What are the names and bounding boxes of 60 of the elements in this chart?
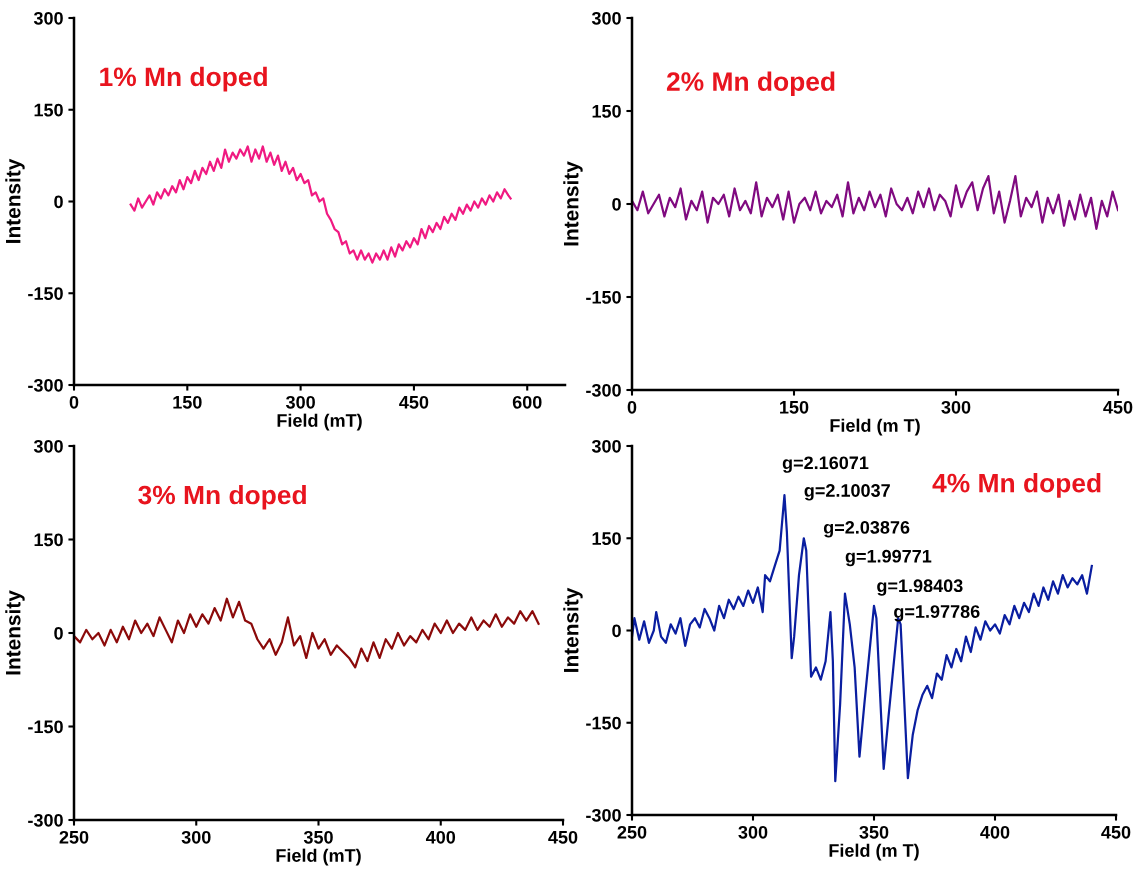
x-tick-label: 250 bbox=[59, 830, 89, 844]
y-tick-label: 300 bbox=[33, 439, 63, 453]
line-series bbox=[74, 597, 540, 669]
y-axis-title: Intensity bbox=[563, 587, 583, 672]
y-tick-label: 0 bbox=[54, 626, 63, 640]
text: 4% Mn doped bbox=[932, 473, 1101, 498]
y-tick-label: 300 bbox=[591, 11, 621, 25]
x-tick-label: 300 bbox=[941, 400, 971, 414]
y-tick-label: 0 bbox=[612, 624, 621, 638]
y-tick-label: -150 bbox=[586, 716, 621, 730]
x-axis-title: Field (mT) bbox=[276, 848, 361, 866]
y-tick-label: 150 bbox=[592, 532, 621, 545]
x-tick-label: 350 bbox=[303, 830, 333, 844]
y-tick-label: -300 bbox=[586, 808, 621, 822]
annotation: g=2.16071 bbox=[782, 456, 869, 473]
x-tick-label: 0 bbox=[627, 400, 637, 414]
y-tick-label: -150 bbox=[28, 287, 63, 300]
annotation: g=1.99771 bbox=[845, 549, 932, 567]
x-tick-label: 300 bbox=[738, 825, 768, 839]
y-tick-label: 300 bbox=[591, 439, 621, 453]
x-tick-label: 250 bbox=[617, 825, 647, 839]
y-tick-label: -300 bbox=[28, 813, 63, 827]
x-tick-label: 150 bbox=[173, 395, 202, 409]
x-tick-label: 300 bbox=[285, 395, 315, 409]
y-tick-label: -150 bbox=[28, 720, 63, 734]
y-axis-title: Intensity bbox=[5, 590, 25, 675]
line-series bbox=[129, 145, 512, 264]
y-tick-label: 0 bbox=[54, 195, 63, 209]
x-axis-title: Field (m T) bbox=[830, 418, 920, 436]
annotation: g=1.98403 bbox=[877, 579, 963, 596]
y-tick-label: -150 bbox=[586, 290, 621, 304]
x-tick-label: 0 bbox=[69, 395, 79, 409]
x-tick-label: 450 bbox=[548, 830, 578, 844]
text: 2% Mn doped bbox=[666, 71, 835, 97]
y-tick-label: 150 bbox=[592, 104, 621, 118]
x-tick-label: 450 bbox=[399, 395, 429, 409]
y-tick-label: -300 bbox=[586, 383, 621, 397]
x-axis-title: Field (m T) bbox=[829, 843, 919, 861]
y-tick-label: 150 bbox=[34, 533, 63, 547]
y-tick-label: 0 bbox=[612, 197, 621, 211]
x-tick-label: 450 bbox=[1103, 400, 1133, 414]
text: 1% Mn doped bbox=[100, 66, 267, 92]
y-tick-label: 150 bbox=[34, 103, 63, 117]
text: 3% Mn doped bbox=[138, 484, 306, 510]
y-axis-title: Intensity bbox=[5, 158, 25, 243]
x-tick-label: 350 bbox=[859, 825, 889, 839]
x-tick-label: 300 bbox=[181, 830, 211, 844]
y-tick-label: 300 bbox=[33, 11, 63, 25]
y-axis-title: Intensity bbox=[563, 161, 583, 246]
y-tick-label: -300 bbox=[28, 378, 63, 392]
x-tick-label: 400 bbox=[425, 830, 456, 844]
x-tick-label: 450 bbox=[1101, 825, 1131, 839]
x-tick-label: 150 bbox=[780, 400, 809, 414]
x-axis-title: Field (mT) bbox=[277, 413, 362, 431]
x-tick-label: 600 bbox=[512, 395, 542, 409]
x-tick-label: 400 bbox=[980, 825, 1010, 839]
annotation: g=2.03876 bbox=[823, 521, 910, 538]
line-series bbox=[632, 174, 1118, 230]
annotation: g=1.97786 bbox=[894, 605, 980, 622]
annotation: g=2.10037 bbox=[804, 484, 890, 501]
